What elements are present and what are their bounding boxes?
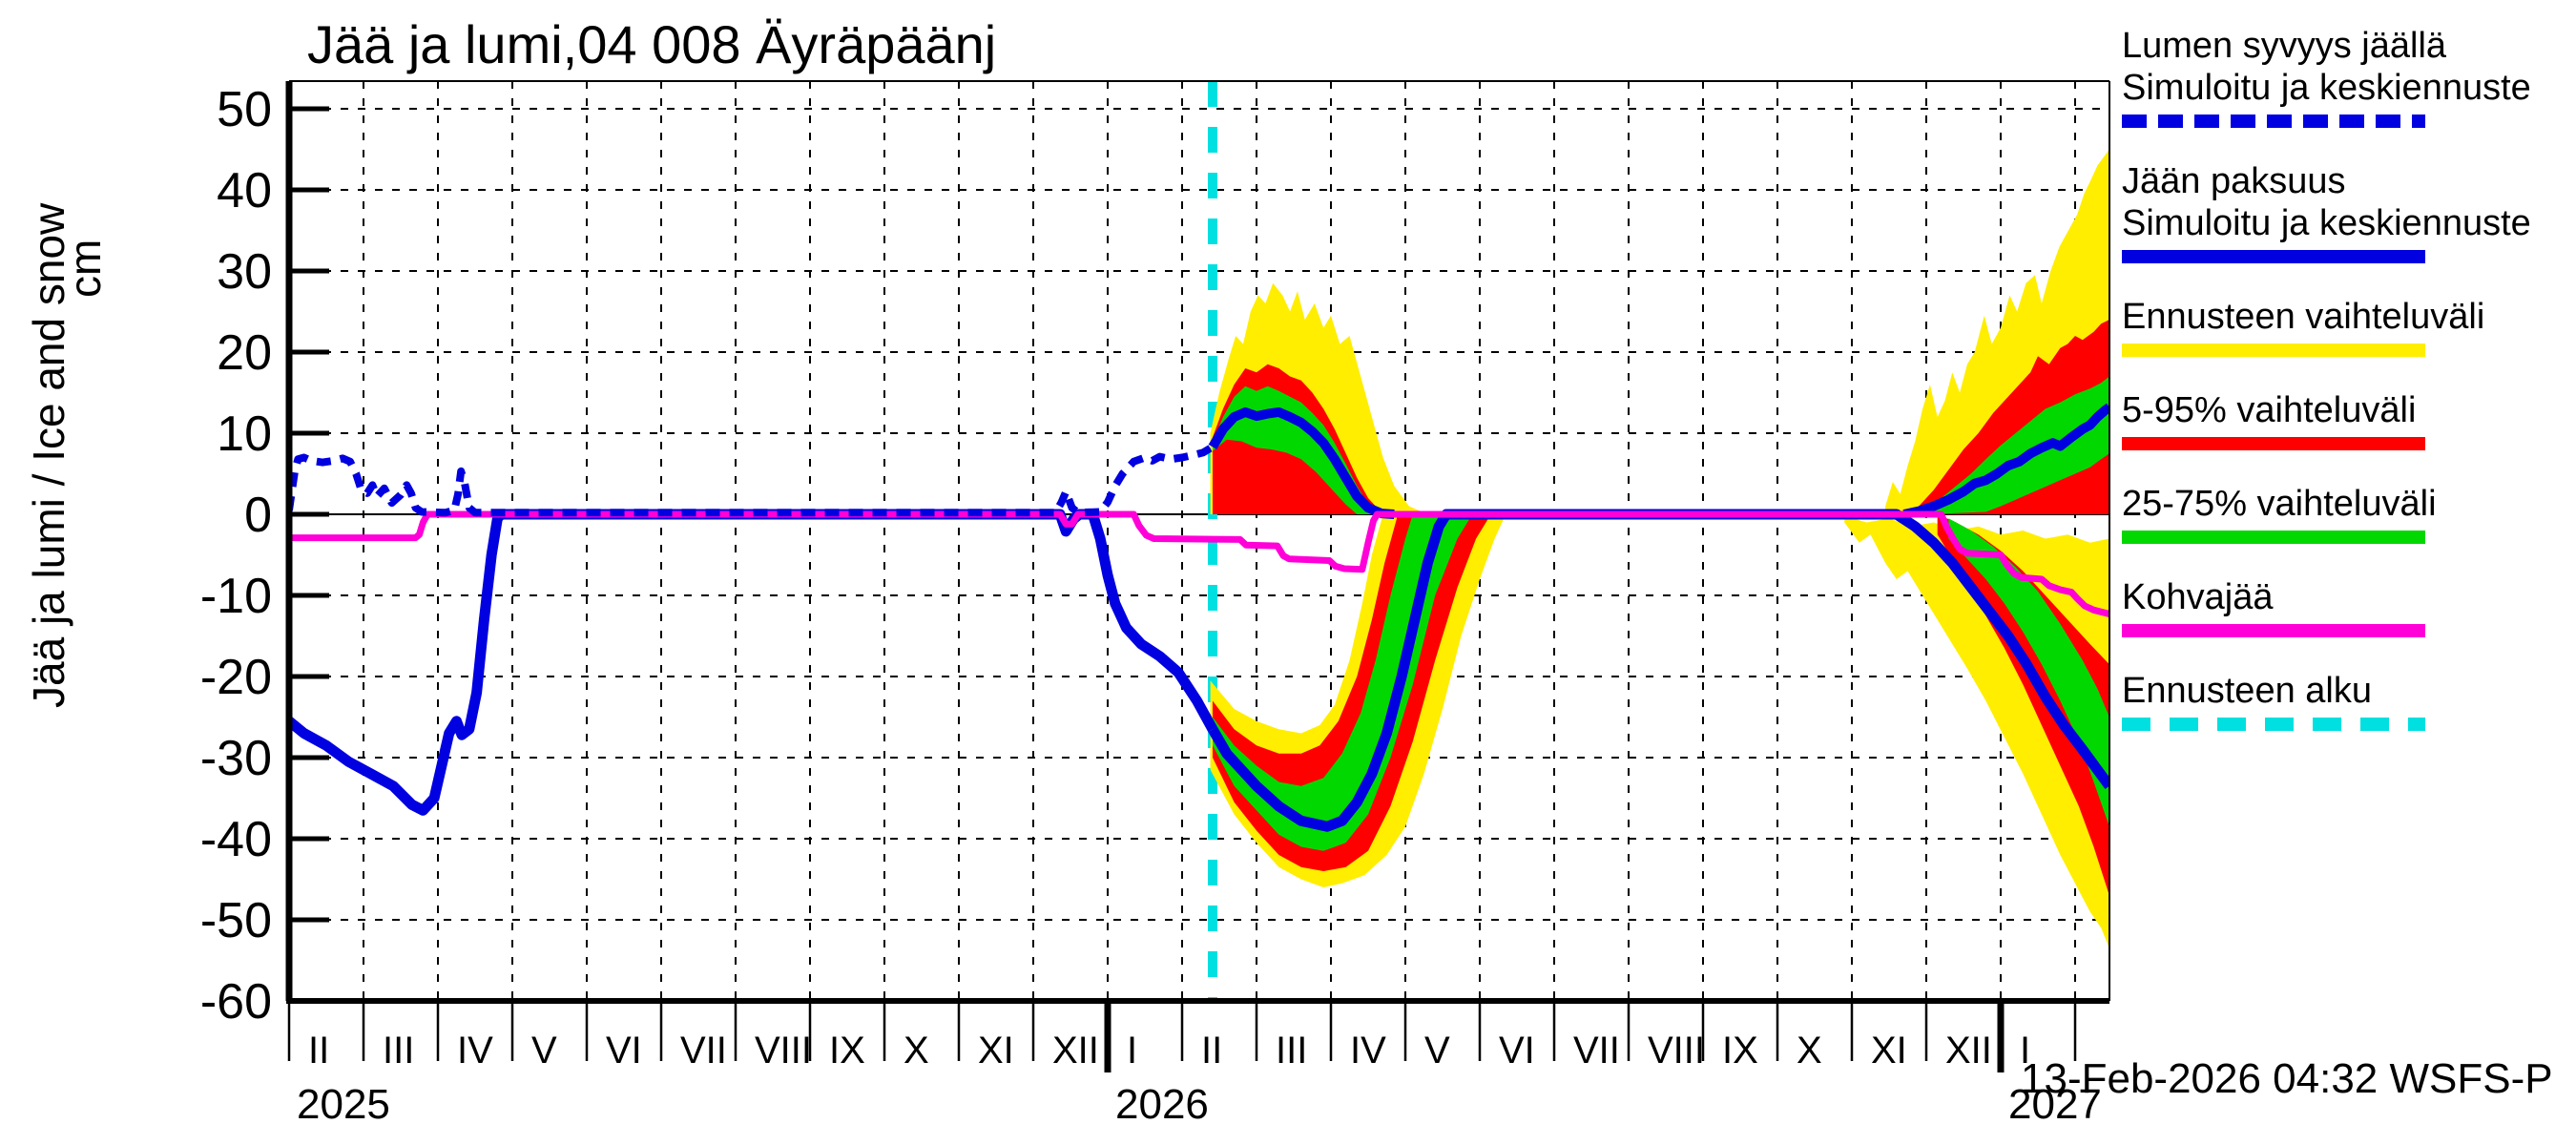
month-label: VI — [1499, 1030, 1535, 1072]
series-line-kohvajaa — [289, 510, 2109, 617]
month-label: III — [383, 1030, 414, 1072]
month-label: VI — [606, 1030, 642, 1072]
band-mid-ice-green — [1213, 514, 1473, 851]
month-label: XI — [1871, 1030, 1907, 1072]
legend-entry-ice-thickness: Jään paksuus Simuloitu ja keskiennuste — [2122, 160, 2542, 263]
legend-swatch-green — [2122, 531, 2425, 544]
chart-title: Jää ja lumi,04 008 Äyräpäänj — [307, 14, 997, 74]
data-layer — [289, 149, 2109, 948]
month-label: IV — [1350, 1030, 1386, 1072]
year-label: 2025 — [297, 1081, 390, 1128]
month-label: III — [1276, 1030, 1307, 1072]
year-label: 2027 — [2008, 1081, 2102, 1128]
month-label: VIII — [755, 1030, 812, 1072]
chart-legend: Lumen syvyys jäällä Simuloitu ja keskien… — [2122, 25, 2542, 763]
legend-swatch-magenta — [2122, 624, 2425, 637]
month-label: VII — [680, 1030, 727, 1072]
legend-swatch-blue — [2122, 250, 2425, 263]
month-label: I — [2020, 1030, 2030, 1072]
month-label: I — [1127, 1030, 1137, 1072]
timestamp-label: 13-Feb-2026 04:32 WSFS-P — [2021, 1055, 2553, 1102]
legend-entry-snow-depth: Lumen syvyys jäällä Simuloitu ja keskien… — [2122, 25, 2542, 128]
legend-label: 5-95% vaihteluväli — [2122, 390, 2417, 430]
month-label: VII — [1573, 1030, 1620, 1072]
y-tick-label: -50 — [200, 893, 272, 948]
series-line-snow-forecast-median-right — [1902, 403, 2109, 519]
y-tick-label: -10 — [200, 569, 272, 624]
month-label: IX — [1722, 1030, 1758, 1072]
legend-entry-forecast-start: Ennusteen alku — [2122, 670, 2542, 731]
month-label: V — [531, 1030, 557, 1072]
y-tick-label: -20 — [200, 650, 272, 705]
y-tick-label: 40 — [217, 163, 272, 219]
legend-label: Lumen syvyys jäällä — [2122, 26, 2447, 66]
y-tick-label: 20 — [217, 325, 272, 381]
legend-label: Simuloitu ja keskiennuste — [2122, 203, 2531, 243]
legend-label: Ennusteen vaihteluväli — [2122, 297, 2485, 337]
legend-entry-forecast-range: Ennusteen vaihteluväli — [2122, 296, 2542, 357]
y-tick-label: -30 — [200, 731, 272, 786]
series-line-snow-history — [289, 443, 1215, 517]
series-line-snow-forecast-median-mid — [1208, 406, 1395, 519]
legend-label: Ennusteen alku — [2122, 671, 2372, 711]
legend-label: Kohvajää — [2122, 577, 2274, 617]
legend-entry-kohvajaa: Kohvajää — [2122, 576, 2542, 637]
month-label: IX — [829, 1030, 865, 1072]
legend-swatch-blue-dashed — [2122, 114, 2425, 128]
y-tick-label: -40 — [200, 812, 272, 867]
month-label: VIII — [1648, 1030, 1705, 1072]
month-label: XI — [978, 1030, 1014, 1072]
y-tick-label: 0 — [244, 488, 272, 543]
legend-swatch-red — [2122, 437, 2425, 450]
year-label: 2026 — [1115, 1081, 1209, 1128]
series-line-ice-history — [289, 509, 1217, 816]
month-label: XII — [1052, 1030, 1099, 1072]
y-tick-label: -60 — [200, 974, 272, 1030]
month-label: X — [1797, 1030, 1822, 1072]
month-label: IV — [457, 1030, 493, 1072]
y-tick-label: 50 — [217, 82, 272, 137]
month-label: II — [1201, 1030, 1222, 1072]
legend-label: 25-75% vaihteluväli — [2122, 484, 2437, 524]
legend-swatch-yellow — [2122, 344, 2425, 357]
month-label: II — [308, 1030, 329, 1072]
y-tick-label: 30 — [217, 244, 272, 300]
legend-entry-25-75: 25-75% vaihteluväli — [2122, 483, 2542, 544]
series-line-ice-forecast-median — [1208, 509, 2109, 832]
month-label: XII — [1945, 1030, 1992, 1072]
month-label: V — [1424, 1030, 1450, 1072]
month-label: X — [904, 1030, 929, 1072]
legend-entry-5-95: 5-95% vaihteluväli — [2122, 389, 2542, 450]
legend-label: Jään paksuus — [2122, 161, 2346, 201]
legend-swatch-cyan-dashed — [2122, 718, 2425, 731]
legend-label: Simuloitu ja keskiennuste — [2122, 68, 2531, 108]
y-tick-label: 10 — [217, 406, 272, 462]
